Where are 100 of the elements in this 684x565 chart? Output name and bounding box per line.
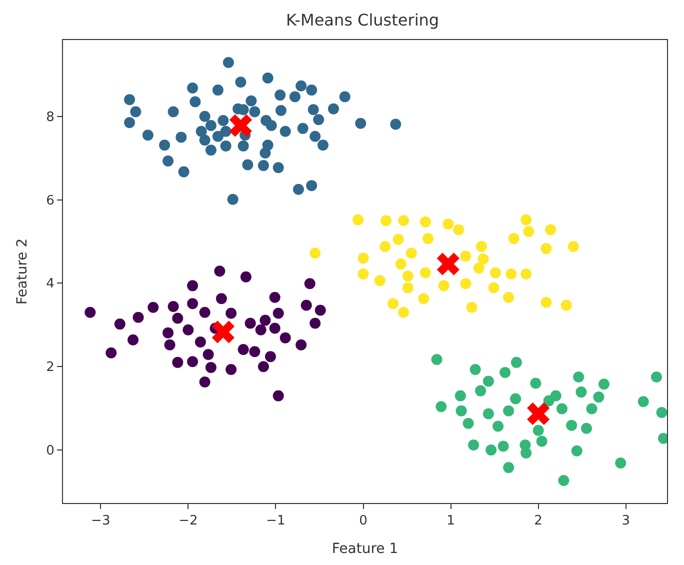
- point: [328, 103, 339, 114]
- point: [172, 312, 184, 324]
- point: [216, 293, 227, 304]
- point: [226, 308, 237, 319]
- y-tick-label: 2: [46, 360, 54, 376]
- point: [573, 372, 584, 383]
- point: [530, 378, 542, 389]
- point: [272, 390, 284, 402]
- point: [473, 262, 484, 274]
- point: [212, 320, 235, 344]
- point: [176, 132, 187, 143]
- point: [229, 114, 252, 137]
- point: [308, 104, 319, 116]
- point: [227, 194, 238, 205]
- point: [560, 300, 572, 311]
- point: [238, 140, 249, 152]
- point: [182, 324, 194, 336]
- point: [162, 327, 174, 338]
- point: [187, 280, 198, 292]
- point: [422, 233, 434, 244]
- point: [310, 130, 321, 142]
- point: [482, 408, 494, 420]
- point: [545, 224, 556, 236]
- point: [398, 215, 410, 226]
- y-tick-label: 0: [46, 444, 54, 459]
- point: [199, 306, 210, 318]
- point: [240, 271, 252, 282]
- point: [490, 267, 501, 278]
- point: [124, 94, 136, 106]
- point: [190, 96, 201, 108]
- point: [244, 318, 256, 329]
- point: [566, 420, 578, 431]
- point: [317, 140, 328, 151]
- point: [310, 318, 321, 329]
- point: [264, 351, 276, 362]
- point: [532, 424, 544, 436]
- point: [314, 304, 326, 316]
- point: [258, 361, 269, 372]
- chart-title: K-Means Clustering: [286, 10, 440, 30]
- point: [280, 332, 291, 344]
- point: [527, 402, 550, 426]
- point: [438, 280, 450, 292]
- point: [124, 117, 136, 128]
- point: [266, 120, 277, 132]
- point: [226, 364, 237, 376]
- x-axis-title: Feature 1: [332, 540, 398, 557]
- point: [272, 162, 284, 174]
- point: [260, 148, 271, 159]
- point: [280, 126, 291, 137]
- point: [275, 104, 286, 116]
- point: [196, 126, 207, 137]
- point: [358, 252, 369, 264]
- x-tick-label: 2: [534, 514, 542, 529]
- point: [306, 84, 318, 96]
- point: [214, 266, 226, 277]
- point: [482, 376, 494, 387]
- point: [598, 378, 610, 390]
- point: [402, 282, 414, 294]
- x-tick-label: −1: [266, 514, 286, 529]
- point: [178, 166, 190, 178]
- point: [168, 301, 179, 312]
- point: [218, 115, 229, 126]
- point: [164, 339, 176, 350]
- point: [199, 134, 210, 146]
- point: [523, 226, 534, 237]
- point: [503, 405, 514, 416]
- point: [498, 440, 509, 452]
- point: [242, 159, 254, 170]
- point: [402, 270, 414, 282]
- point: [492, 420, 504, 432]
- point: [205, 120, 216, 132]
- point: [615, 457, 626, 468]
- point: [269, 292, 280, 303]
- point: [246, 95, 257, 106]
- point: [194, 336, 206, 348]
- point: [651, 372, 662, 383]
- point: [374, 275, 386, 286]
- point: [289, 91, 300, 102]
- point: [355, 118, 366, 129]
- point: [543, 395, 554, 406]
- point: [300, 300, 312, 311]
- point: [468, 440, 480, 451]
- point: [269, 322, 280, 334]
- point: [392, 234, 404, 245]
- point: [456, 405, 467, 416]
- point: [503, 292, 514, 303]
- point: [205, 362, 216, 373]
- point: [260, 314, 271, 326]
- point: [313, 114, 324, 126]
- point: [418, 293, 430, 304]
- point: [220, 140, 232, 152]
- point: [162, 155, 174, 166]
- point: [420, 267, 431, 278]
- point: [249, 346, 260, 358]
- point: [488, 282, 500, 294]
- point: [199, 110, 210, 122]
- point: [84, 306, 96, 318]
- point: [520, 447, 532, 458]
- point: [540, 296, 552, 308]
- point: [238, 344, 249, 355]
